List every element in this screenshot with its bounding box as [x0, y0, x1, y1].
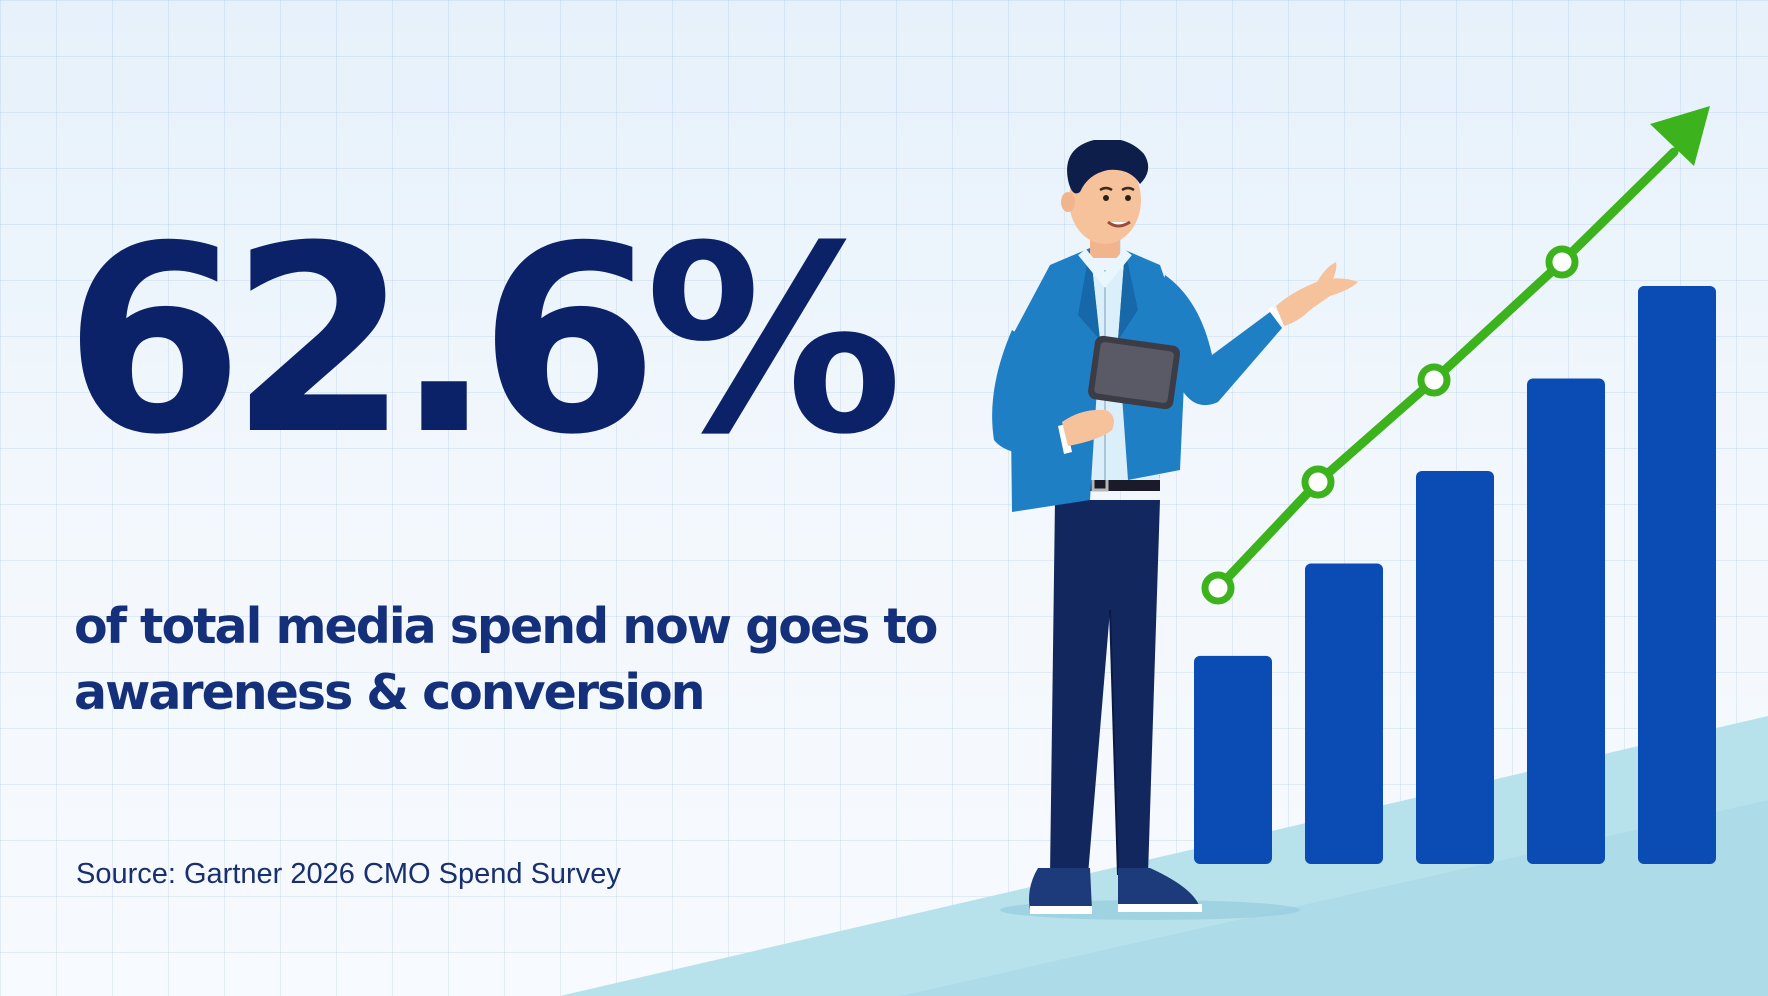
trend-point — [1545, 245, 1579, 279]
description-line-1: of total media spend now goes to — [74, 598, 938, 655]
trend-point — [1417, 363, 1451, 397]
chart-bar — [1638, 286, 1716, 864]
trend-arrow-icon — [1650, 106, 1710, 166]
description-line-2: awareness & conversion — [74, 664, 706, 721]
chart-bar — [1416, 470, 1494, 864]
headline-stat: 62.6% — [64, 191, 903, 491]
source-citation: Source: Gartner 2026 CMO Spend Survey — [76, 858, 621, 890]
chart-bar — [1527, 378, 1605, 864]
growth-chart-icon — [1194, 106, 1716, 864]
chart-bars — [1194, 286, 1716, 864]
chart-bar — [1305, 563, 1383, 864]
presenter-illustration — [992, 140, 1358, 920]
chart-bar — [1194, 655, 1272, 864]
trend-point — [1301, 465, 1335, 499]
headline-description: of total media spend now goes to awarene… — [74, 594, 938, 726]
trend-point — [1201, 571, 1235, 605]
